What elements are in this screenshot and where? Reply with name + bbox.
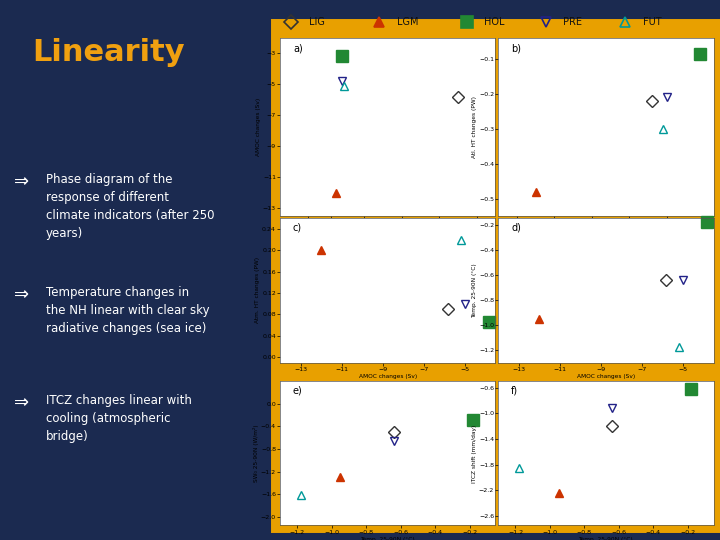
Text: FUT: FUT [642, 17, 661, 27]
Y-axis label: SW₀ 25-90N (W/m²): SW₀ 25-90N (W/m²) [253, 424, 258, 482]
Text: a): a) [293, 43, 302, 53]
Text: PRE: PRE [564, 17, 582, 27]
Text: Linearity: Linearity [32, 38, 185, 67]
X-axis label: Freshwater perturbation (10¹⁴): Freshwater perturbation (10¹⁴) [343, 227, 433, 233]
X-axis label: AMOC changes (Sv): AMOC changes (Sv) [359, 374, 417, 379]
Text: e): e) [293, 386, 302, 396]
X-axis label: AMOC changes (Sv): AMOC changes (Sv) [577, 227, 635, 232]
Text: ⇒: ⇒ [14, 173, 29, 191]
Text: b): b) [511, 43, 521, 53]
Text: LGM: LGM [397, 17, 418, 27]
Text: ⇒: ⇒ [14, 394, 29, 412]
X-axis label: AMOC changes (Sv): AMOC changes (Sv) [577, 374, 635, 379]
Text: LIG: LIG [309, 17, 325, 27]
Text: ITCZ changes linear with
cooling (atmospheric
bridge): ITCZ changes linear with cooling (atmosp… [46, 394, 192, 443]
X-axis label: Temp. 25-90N (°C): Temp. 25-90N (°C) [578, 537, 634, 540]
Text: Temperature changes in
the NH linear with clear sky
radiative changes (sea ice): Temperature changes in the NH linear wit… [46, 286, 210, 335]
Y-axis label: Temp. 25-90N (°C): Temp. 25-90N (°C) [472, 263, 477, 318]
Text: Phase diagram of the
response of different
climate indicators (after 250
years): Phase diagram of the response of differe… [46, 173, 215, 240]
Y-axis label: ITCZ shift (mm/day): ITCZ shift (mm/day) [472, 424, 477, 483]
Y-axis label: AMOC changes (Sv): AMOC changes (Sv) [256, 98, 261, 156]
Y-axis label: Atm. HT changes (PW): Atm. HT changes (PW) [255, 258, 260, 323]
Text: d): d) [511, 222, 521, 233]
Text: f): f) [511, 386, 518, 396]
Text: c): c) [293, 222, 302, 233]
Text: ⇒: ⇒ [14, 286, 29, 304]
X-axis label: Temp. 25-90N (°C): Temp. 25-90N (°C) [360, 537, 415, 540]
Text: HOL: HOL [485, 17, 505, 27]
Y-axis label: Atl. HT changes (PW): Atl. HT changes (PW) [472, 96, 477, 158]
